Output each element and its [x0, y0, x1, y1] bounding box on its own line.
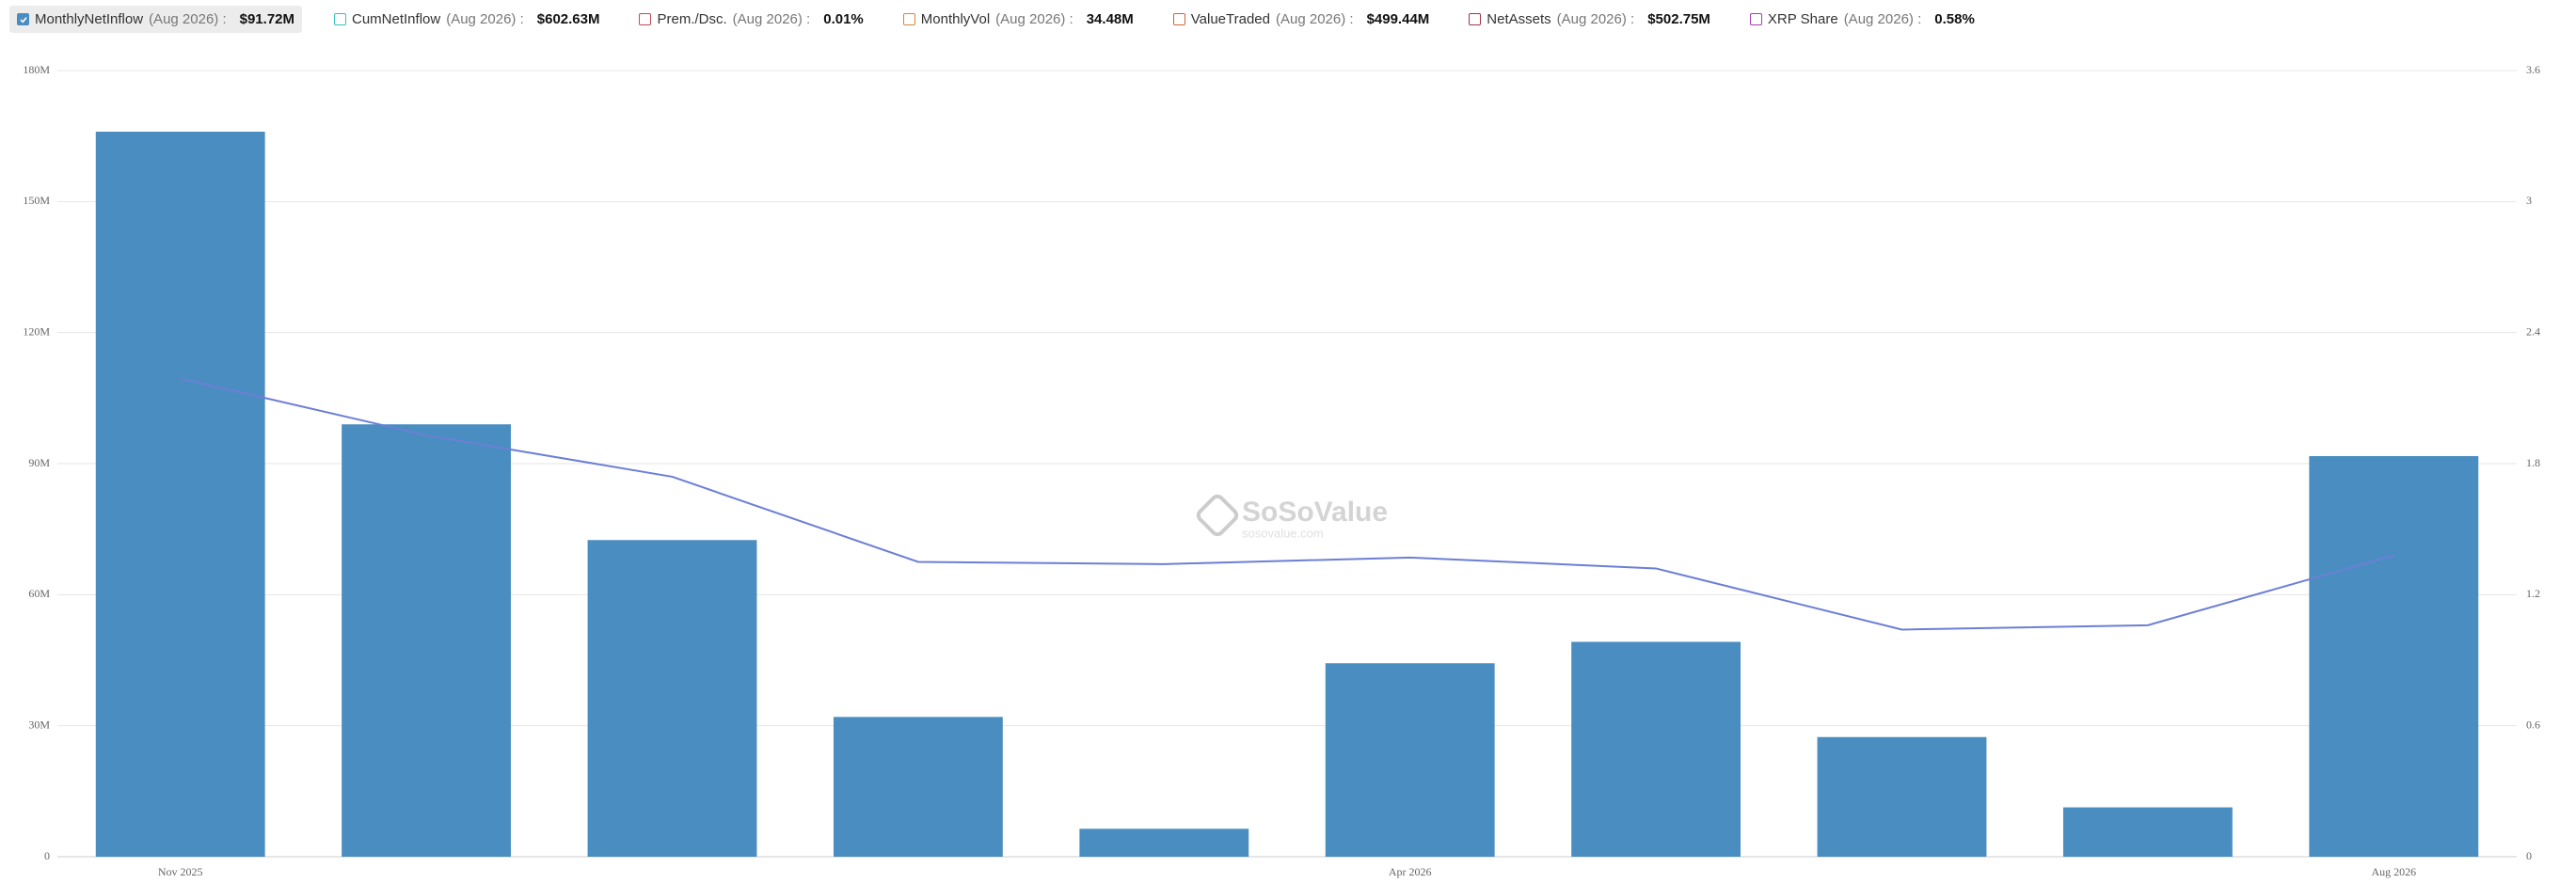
bar	[1571, 641, 1741, 857]
x-tick-label: Aug 2026	[2371, 865, 2416, 878]
legend-name: Prem./Dsc.	[657, 11, 727, 27]
legend-checkbox	[902, 13, 915, 25]
y2-tick-label: 0.6	[2526, 718, 2540, 731]
legend-item[interactable]: Prem./Dsc. (Aug 2026) : 0.01%	[631, 6, 870, 33]
legend-value: $502.75M	[1647, 11, 1710, 27]
bar	[2309, 456, 2479, 857]
bar	[1325, 663, 1495, 857]
x-tick-label: Apr 2026	[1389, 865, 1432, 878]
y-tick-label: 150M	[23, 194, 50, 207]
y2-tick-label: 1.2	[2526, 587, 2540, 600]
legend-item[interactable]: CumNetInflow (Aug 2026) : $602.63M	[326, 6, 607, 33]
legend-name: MonthlyNetInflow	[35, 11, 144, 27]
watermark-logo	[1196, 494, 1239, 537]
legend-value: 0.58%	[1934, 11, 1975, 27]
y-tick-label: 60M	[28, 587, 50, 600]
bar	[833, 717, 1003, 857]
legend-period: (Aug 2026) :	[446, 11, 524, 27]
legend-value: 0.01%	[823, 11, 864, 27]
legend-value: $499.44M	[1366, 11, 1430, 27]
legend-period: (Aug 2026) :	[732, 11, 811, 27]
bar	[95, 132, 265, 857]
y2-tick-label: 1.8	[2526, 456, 2540, 469]
x-tick-label: Nov 2025	[158, 865, 203, 878]
legend-checkbox	[1469, 13, 1482, 25]
legend-checkbox	[1172, 13, 1185, 25]
y2-tick-label: 2.4	[2526, 324, 2540, 338]
legend-item[interactable]: ValueTraded (Aug 2026) : $499.44M	[1166, 6, 1438, 33]
y2-tick-label: 3.6	[2526, 63, 2540, 76]
legend-name: XRP Share	[1767, 11, 1838, 27]
legend-name: NetAssets	[1487, 11, 1551, 27]
legend-period: (Aug 2026) :	[1276, 11, 1354, 27]
legend-checkbox	[639, 13, 652, 25]
bar	[1817, 736, 1987, 857]
watermark-sub: sosovalue.com	[1242, 526, 1324, 540]
legend-name: CumNetInflow	[352, 11, 441, 27]
y-tick-label: 180M	[23, 63, 50, 76]
legend-value: $91.72M	[239, 11, 294, 27]
bar	[2062, 807, 2233, 857]
legend: MonthlyNetInflow (Aug 2026) : $91.72M CumNe…	[9, 6, 1982, 33]
y2-tick-label: 0	[2526, 849, 2532, 862]
legend-item[interactable]: NetAssets (Aug 2026) : $502.75M	[1461, 6, 1718, 33]
legend-value: 34.48M	[1086, 11, 1134, 27]
legend-checkbox	[17, 13, 29, 25]
legend-period: (Aug 2026) :	[1556, 11, 1635, 27]
line	[180, 377, 2394, 631]
legend-item[interactable]: MonthlyNetInflow (Aug 2026) : $91.72M	[9, 6, 302, 33]
y2-tick-label: 3	[2526, 194, 2532, 207]
bar	[587, 540, 757, 857]
legend-name: ValueTraded	[1190, 11, 1270, 27]
legend-name: MonthlyVol	[920, 11, 991, 27]
y-tick-label: 120M	[23, 324, 50, 338]
legend-item[interactable]: MonthlyVol (Aug 2026) : 34.48M	[896, 6, 1141, 33]
legend-period: (Aug 2026) :	[995, 11, 1073, 27]
legend-period: (Aug 2026) :	[1843, 11, 1922, 27]
legend-checkbox	[334, 13, 346, 25]
bar	[342, 424, 512, 857]
bar	[1079, 829, 1249, 857]
legend-value: $602.63M	[536, 11, 600, 27]
legend-period: (Aug 2026) :	[149, 11, 227, 27]
legend-item[interactable]: XRP Share (Aug 2026) : 0.58%	[1742, 6, 1982, 33]
watermark: SoSoValue	[1242, 497, 1388, 528]
y-tick-label: 90M	[28, 456, 50, 469]
y-tick-label: 0	[44, 849, 50, 862]
y-tick-label: 30M	[28, 718, 50, 731]
legend-checkbox	[1749, 13, 1762, 25]
